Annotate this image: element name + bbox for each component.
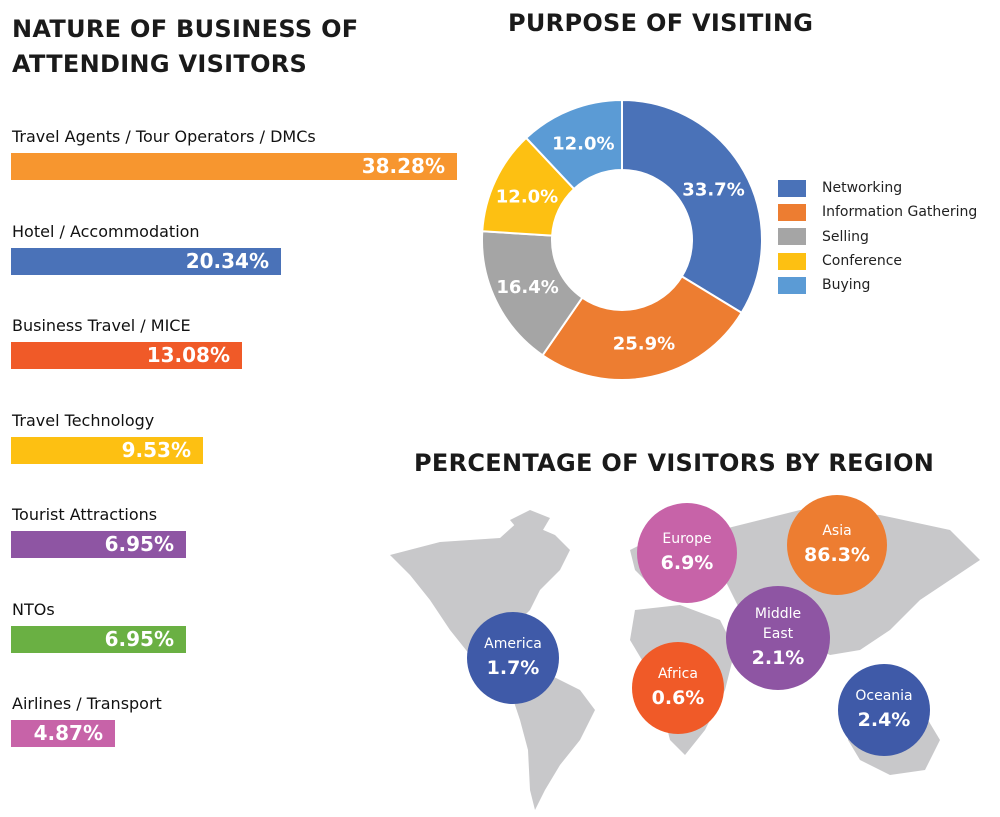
region-name: America <box>484 636 542 652</box>
bar-category-label: Travel Technology <box>12 410 155 430</box>
purpose-chart-title: PURPOSE OF VISITING <box>508 9 814 37</box>
region-bubble-circle <box>726 586 830 690</box>
legend-swatch <box>778 203 806 221</box>
donut-slice-label: 12.0% <box>552 133 614 154</box>
region-name: Middle <box>755 606 801 622</box>
donut-slice <box>524 98 623 191</box>
legend-swatch <box>778 252 806 270</box>
donut-slice-label: 12.0% <box>496 186 558 207</box>
region-bubble-circle <box>637 503 737 603</box>
region-bubble: Asia 86.3% <box>787 495 887 595</box>
legend-swatch <box>778 276 806 294</box>
donut-slice <box>621 98 763 315</box>
south-america-shape <box>510 665 595 810</box>
legend-item: Conference <box>778 249 977 273</box>
region-value: 0.6% <box>652 687 705 709</box>
region-bubble-circle <box>838 664 930 756</box>
region-name: Asia <box>822 523 851 539</box>
legend-item: Buying <box>778 273 977 297</box>
region-bubble-circle <box>787 495 887 595</box>
legend-label: Buying <box>822 277 871 294</box>
legend-label: Selling <box>822 228 869 245</box>
bar: 13.08% <box>11 342 242 369</box>
bar: 38.28% <box>11 153 457 180</box>
region-chart-title: PERCENTAGE OF VISITORS BY REGION <box>414 449 935 477</box>
purpose-legend: Networking Information Gathering Selling Co… <box>778 176 977 297</box>
bar-category-label: Tourist Attractions <box>12 505 158 524</box>
legend-swatch <box>778 228 806 246</box>
legend-label: Networking <box>822 180 903 197</box>
region-bubble: America 1.7% <box>467 612 559 704</box>
bar: 6.95% <box>11 531 186 558</box>
legend-item: Networking <box>778 176 977 200</box>
bar-category-label: Airlines / Transport <box>12 694 162 713</box>
bar: 20.34% <box>11 247 281 275</box>
donut-slice-label: 25.9% <box>613 334 675 355</box>
region-value: 1.7% <box>487 657 540 679</box>
region-name: Europe <box>662 531 711 547</box>
region-bubble: Europe 6.9% <box>637 503 737 603</box>
donut-slice-label: 16.4% <box>496 277 558 298</box>
region-bubble: Oceania 2.4% <box>838 664 930 756</box>
bar-category-label: Travel Agents / Tour Operators / DMCs <box>12 127 316 146</box>
legend-item: Selling <box>778 225 977 249</box>
donut-slice-label: 33.7% <box>682 180 744 201</box>
region-value: 2.4% <box>858 709 911 731</box>
bar: 9.53% <box>11 436 203 464</box>
legend-swatch <box>778 179 806 197</box>
region-value: 86.3% <box>804 544 870 566</box>
legend-label: Information Gathering <box>822 204 978 221</box>
region-name: Oceania <box>855 688 912 704</box>
region-name: Africa <box>658 666 698 682</box>
purpose-donut-chart: 33.7% 25.9% 16.4% 12.0% 12.0% <box>481 98 763 381</box>
bar: 4.87% <box>11 720 115 747</box>
bar: 6.95% <box>11 625 186 653</box>
region-value: 2.1% <box>752 647 805 669</box>
donut-slice <box>541 275 743 381</box>
region-bubble-circle <box>467 612 559 704</box>
legend-item: Information Gathering <box>778 200 977 224</box>
business-chart-title: NATURE OF BUSINESS OF ATTENDING VISITORS <box>12 15 359 78</box>
region-bubble: Middle East 2.1% <box>726 586 830 690</box>
north-america-shape <box>390 520 570 660</box>
bar-category-label: NTOs <box>12 599 55 619</box>
region-bubble: Africa 0.6% <box>632 642 724 734</box>
region-value: 6.9% <box>661 552 714 574</box>
legend-label: Conference <box>822 253 903 270</box>
bar-category-label: Hotel / Accommodation <box>12 221 200 241</box>
greenland-shape <box>510 510 550 535</box>
bar-category-label: Business Travel / MICE <box>12 316 191 335</box>
world-map: Europe 6.9% Asia 86.3% Middle East 2.1% America… <box>390 495 980 810</box>
region-name: East <box>763 626 794 642</box>
region-bubble-circle <box>632 642 724 734</box>
